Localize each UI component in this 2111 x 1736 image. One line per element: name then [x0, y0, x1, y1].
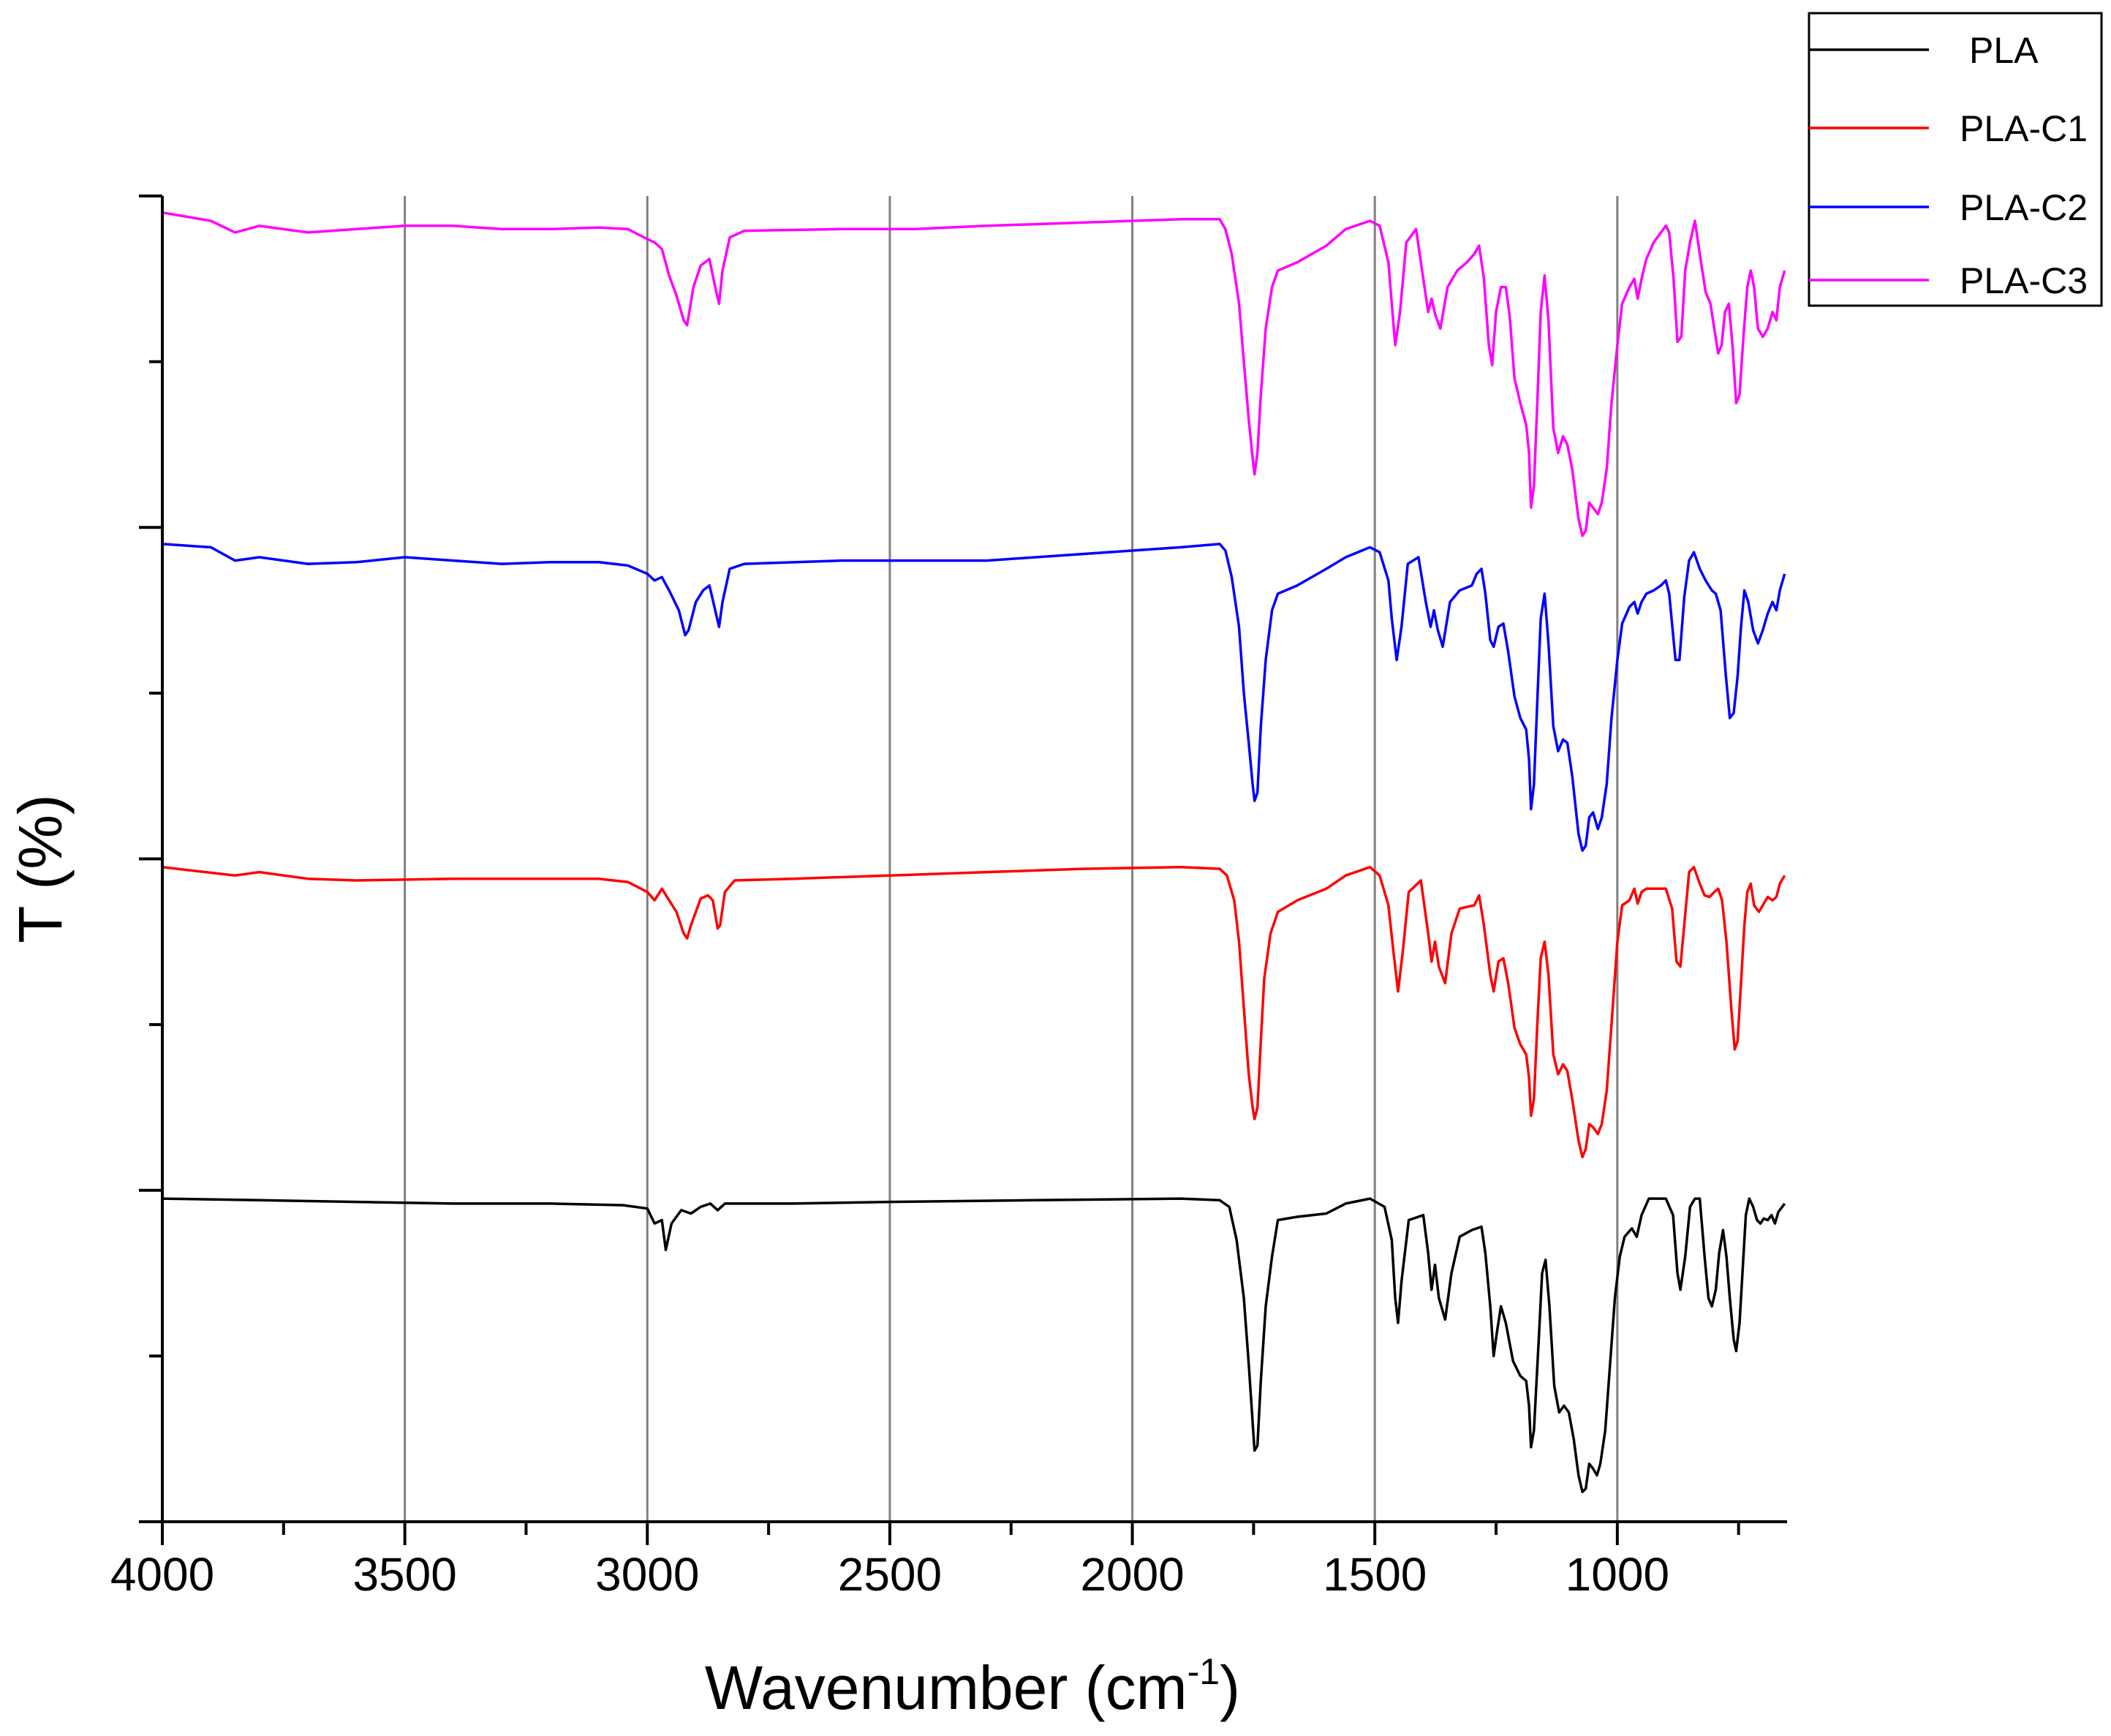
x-tick-label-4000: 4000: [110, 1548, 214, 1601]
legend-label-pla-c1: PLA-C1: [1960, 108, 2088, 149]
series-line-pla-c3: [162, 211, 1786, 537]
legend: PLA PLA-C1 PLA-C2 PLA-C3: [1808, 12, 2103, 307]
spectra-traces: [162, 211, 1786, 1493]
x-axis-title-close: ): [1220, 1653, 1240, 1722]
axes: [139, 195, 1787, 1545]
x-tick-label-3000: 3000: [595, 1548, 699, 1601]
x-axis-title: Wavenumber (cm-1): [705, 1651, 1240, 1722]
x-tick-label-2500: 2500: [838, 1548, 942, 1601]
legend-label-pla-c2: PLA-C2: [1960, 187, 2088, 228]
x-tick-labels: 4000 3500 3000 2500 2000 1500 1000: [110, 1548, 1669, 1601]
x-tick-label-3500: 3500: [352, 1548, 456, 1601]
x-tick-label-1000: 1000: [1566, 1548, 1669, 1601]
y-axis-title: T (%): [6, 794, 75, 943]
legend-label-pla-c3: PLA-C3: [1960, 260, 2088, 301]
legend-label-pla: PLA: [1969, 30, 2039, 71]
legend-box: [1808, 12, 2103, 307]
x-tick-label-2000: 2000: [1080, 1548, 1184, 1601]
x-axis-title-superscript: -1: [1187, 1651, 1220, 1692]
x-axis-title-main: Wavenumber (cm: [705, 1653, 1187, 1722]
series-line-pla-c2: [162, 543, 1786, 852]
x-tick-label-1500: 1500: [1323, 1548, 1427, 1601]
series-line-pla-c1: [162, 866, 1786, 1159]
grid-lines: [404, 196, 1619, 1522]
series-line-pla: [162, 1197, 1786, 1493]
